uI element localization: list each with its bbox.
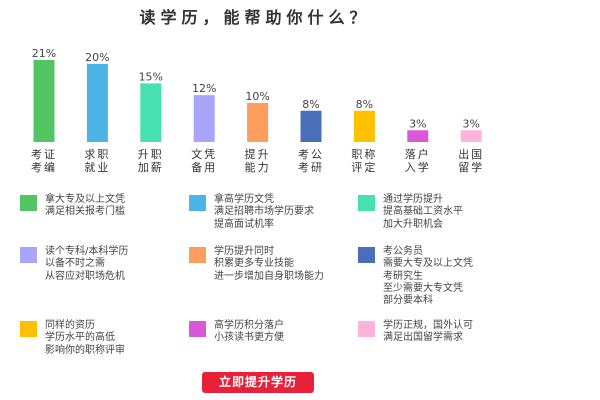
- legend-text: 提高面试机率: [214, 218, 274, 230]
- legend-text: 拿高学历文凭: [214, 194, 274, 205]
- bar: [300, 110, 322, 142]
- bar: [247, 102, 269, 142]
- legend-text: 至少需要大专文凭: [383, 282, 463, 294]
- category-label: 就业: [84, 160, 110, 174]
- bar: [460, 130, 482, 142]
- category-label: 考编: [31, 160, 57, 174]
- legend-text: 高学历积分落户: [214, 320, 284, 331]
- legend-swatch: [358, 195, 375, 211]
- legend-swatch: [358, 247, 375, 263]
- chart-title: 读学历，能帮助你什么？: [139, 8, 371, 27]
- category-label: 落户: [405, 147, 431, 161]
- legend-swatch: [20, 321, 37, 337]
- legend-text: 考研究生: [383, 270, 423, 282]
- legend-text: 影响你的职称评审: [45, 344, 125, 356]
- legend-text: 部分要本科: [383, 295, 433, 307]
- bar: [353, 110, 375, 142]
- category-label: 能力: [245, 160, 271, 174]
- legend-swatch: [189, 321, 206, 337]
- legend-text: 拿大专及以上文凭: [45, 194, 125, 205]
- bar: [193, 95, 215, 142]
- legend-text: 学历提升同时: [214, 246, 274, 257]
- legend-text: 读个专科/本科学历: [45, 246, 129, 257]
- bar: [33, 60, 55, 142]
- legend-swatch: [358, 321, 375, 337]
- legend-text: 以备不时之需: [45, 258, 105, 270]
- legend-text: 学历正规，国外认可: [383, 320, 473, 331]
- legend-text: 满足相关报考门槛: [45, 206, 125, 218]
- bar-value-label: 3%: [409, 117, 426, 130]
- bar: [86, 63, 108, 142]
- category-label: 升职: [138, 148, 164, 161]
- category-label: 考公: [298, 148, 324, 161]
- category-label: 备用: [191, 160, 217, 174]
- legend-text: 积累更多专业技能: [214, 258, 294, 270]
- bar-value-label: 15%: [139, 70, 163, 83]
- legend-text: 进一步增加自身职场能力: [214, 270, 324, 282]
- bar: [140, 83, 162, 142]
- category-label: 留学: [458, 160, 484, 174]
- legend-text: 小孩读书更方便: [214, 332, 284, 344]
- legend-text: 需要大专及以上文凭: [383, 258, 473, 270]
- bar-value-label: 20%: [85, 51, 109, 64]
- category-label: 考证: [31, 148, 57, 161]
- legend-text: 学历水平的高低: [45, 332, 115, 344]
- legend-text: 考公务员: [383, 246, 423, 257]
- bar-value-label: 12%: [192, 82, 216, 95]
- legend-swatch: [20, 247, 37, 263]
- legend-swatch: [20, 195, 37, 211]
- bar: [407, 130, 429, 142]
- bar-value-label: 10%: [245, 90, 269, 103]
- bar-value-label: 21%: [32, 47, 56, 60]
- category-label: 职称: [351, 147, 377, 161]
- upgrade-education-button[interactable]: 立即提升学历: [202, 372, 314, 393]
- legend-text: 同样的资历: [45, 320, 95, 331]
- legend-text: 加大升职机会: [383, 218, 443, 230]
- category-label: 提升: [245, 148, 271, 161]
- category-label: 求职: [84, 148, 110, 161]
- legend-text: 通过学历提升: [383, 194, 443, 205]
- category-label: 出国: [458, 147, 484, 161]
- legend-text: 满足招聘市场学历要求: [214, 206, 314, 218]
- bar-value-label: 8%: [302, 98, 319, 111]
- category-label: 考研: [298, 161, 324, 174]
- legend-swatch: [189, 195, 206, 211]
- category-label: 入学: [405, 160, 431, 174]
- legend-swatch: [189, 247, 206, 263]
- category-label: 加薪: [138, 161, 164, 174]
- legend-text: 提高基础工资水平: [383, 206, 463, 218]
- bar-value-label: 8%: [356, 98, 373, 111]
- legend-text: 从容应对职场危机: [45, 270, 125, 282]
- bar-value-label: 3%: [462, 117, 479, 130]
- category-label: 评定: [351, 160, 377, 174]
- category-label: 文凭: [191, 147, 217, 161]
- legend-text: 满足出国留学需求: [383, 332, 463, 344]
